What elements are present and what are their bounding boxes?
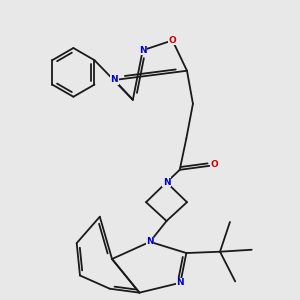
Text: O: O xyxy=(210,160,218,169)
Text: O: O xyxy=(169,36,176,45)
Text: N: N xyxy=(146,237,154,246)
Text: N: N xyxy=(177,278,184,287)
Text: N: N xyxy=(110,76,118,85)
Text: N: N xyxy=(139,46,146,55)
Text: N: N xyxy=(163,178,170,187)
